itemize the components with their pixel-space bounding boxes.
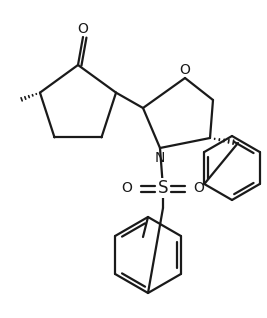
Text: O: O [180, 63, 190, 77]
Text: O: O [194, 181, 205, 195]
Text: N: N [155, 151, 165, 165]
Text: O: O [121, 181, 132, 195]
Text: S: S [158, 179, 168, 197]
Text: O: O [77, 22, 88, 36]
